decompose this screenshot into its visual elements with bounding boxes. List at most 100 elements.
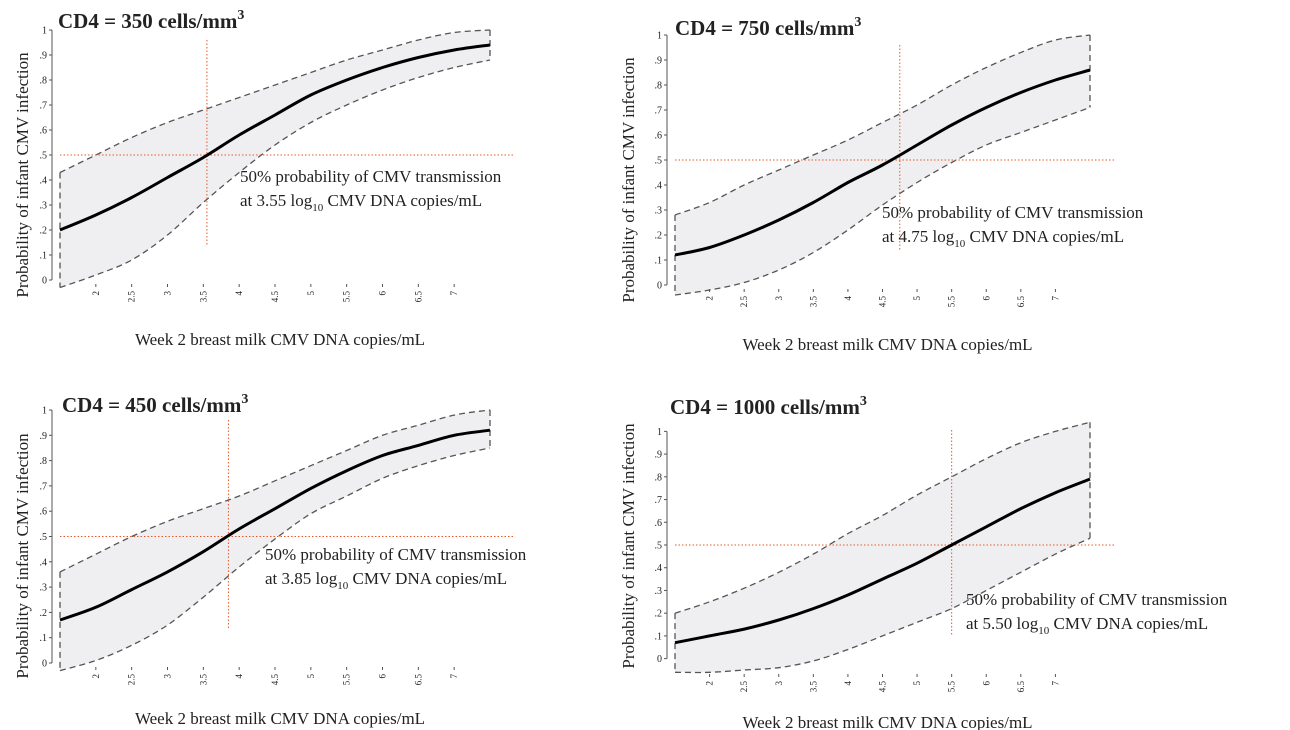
- y-tick-label: .7: [40, 481, 48, 492]
- y-tick-label: .6: [40, 507, 48, 518]
- confidence-band: [675, 422, 1090, 673]
- y-tick-label: .8: [40, 456, 48, 467]
- y-tick-label: .5: [655, 156, 663, 167]
- x-tick-label: 7: [1050, 296, 1060, 301]
- y-tick-label: .6: [655, 518, 663, 529]
- y-tick-label: .9: [655, 450, 663, 461]
- annotation-line-2: at 3.55 log10 CMV DNA copies/mL: [240, 191, 482, 214]
- chart-panel-2: 0 .1 .2 .3 .4 .5 .6 .7 .8 .9 1 2 2.5 3 3.5 4 4.5 5 5.5 6 6.5…: [619, 15, 1144, 354]
- x-tick-label: 5.5: [342, 291, 352, 303]
- x-tick-label: 3.5: [198, 674, 208, 686]
- panel-title: CD4 = 450 cells/mm3: [62, 392, 248, 417]
- x-tick-label: 4: [843, 296, 853, 301]
- x-tick-label: 3.5: [808, 681, 818, 693]
- y-tick-label: .6: [655, 131, 663, 142]
- y-tick-label: .3: [40, 201, 48, 212]
- x-tick-label: 4: [234, 674, 244, 679]
- y-axis-label: Probability of infant CMV infection: [13, 433, 32, 679]
- upper-ci-line: [59, 409, 491, 573]
- x-axis-label: Week 2 breast milk CMV DNA copies/mL: [742, 713, 1032, 730]
- x-tick-label: 2.5: [127, 674, 137, 686]
- y-tick-label: 1: [42, 26, 47, 37]
- y-tick-label: .9: [40, 431, 48, 442]
- annotation-line-2: at 5.50 log10 CMV DNA copies/mL: [966, 614, 1208, 637]
- y-tick-label: .7: [40, 101, 48, 112]
- x-tick-label: 3.5: [198, 291, 208, 303]
- y-tick-label: .8: [655, 81, 663, 92]
- y-axis-label: Probability of infant CMV infection: [13, 52, 32, 298]
- y-tick-label: .1: [655, 631, 663, 642]
- x-tick-label: 6.5: [1016, 681, 1026, 693]
- x-tick-label: 5: [912, 296, 922, 301]
- y-tick-label: .2: [40, 608, 48, 619]
- annotation-line-1: 50% probability of CMV transmission: [265, 545, 527, 564]
- x-tick-label: 6.5: [413, 291, 423, 303]
- x-tick-label: 5: [306, 674, 316, 679]
- x-axis-label: Week 2 breast milk CMV DNA copies/mL: [135, 709, 425, 728]
- chart-panel-3: 0 .1 .2 .3 .4 .5 .6 .7 .8 .9 1 2 2.5 3 3.5 4 4.5 5 5.5 6 6.5…: [13, 392, 527, 728]
- probability-curve: [59, 43, 491, 232]
- y-tick-label: .4: [655, 181, 663, 192]
- confidence-band: [60, 410, 490, 671]
- y-tick-label: 0: [42, 276, 47, 287]
- y-tick-label: .4: [40, 557, 48, 568]
- probability-curve: [674, 477, 1091, 645]
- probability-curve: [59, 428, 491, 622]
- x-tick-label: 6: [378, 291, 388, 296]
- y-tick-label: .1: [655, 256, 663, 267]
- x-tick-label: 7: [449, 674, 459, 679]
- chart-panel-1: 0 .1 .2 .3 .4 .5 .6 .7 .8 .9 1 2 2.5 3 3.5 4 4.5 5 5.5 6 6.5…: [13, 8, 515, 349]
- x-tick-label: 5: [306, 291, 316, 296]
- y-tick-label: 0: [657, 281, 662, 292]
- x-tick-label: 6.5: [413, 674, 423, 686]
- y-tick-label: 1: [657, 427, 662, 438]
- x-tick-label: 3: [774, 296, 784, 301]
- x-tick-label: 6.5: [1016, 296, 1026, 308]
- y-tick-label: .9: [40, 51, 48, 62]
- x-tick-label: 2: [91, 674, 101, 679]
- panel-title: CD4 = 1000 cells/mm3: [670, 394, 867, 419]
- y-tick-label: 0: [42, 659, 47, 670]
- y-tick-label: 1: [42, 406, 47, 417]
- x-axis-label: Week 2 breast milk CMV DNA copies/mL: [135, 330, 425, 349]
- upper-ci-line: [59, 29, 491, 174]
- y-tick-label: .3: [655, 586, 663, 597]
- y-tick-label: .3: [40, 583, 48, 594]
- x-tick-label: 6: [981, 681, 991, 686]
- upper-ci-line: [674, 421, 1091, 614]
- x-tick-label: 5.5: [947, 681, 957, 693]
- x-tick-label: 7: [1050, 681, 1060, 686]
- y-tick-label: .9: [655, 56, 663, 67]
- chart-panel-4: 0 .1 .2 .3 .4 .5 .6 .7 .8 .9 1 2 2.5 3 3.5 4 4.5 5 5.5 6 6.5…: [619, 394, 1228, 730]
- x-tick-label: 4.5: [878, 296, 888, 308]
- x-tick-label: 4.5: [878, 681, 888, 693]
- x-axis-label: Week 2 breast milk CMV DNA copies/mL: [742, 335, 1032, 354]
- x-tick-label: 2: [91, 291, 101, 296]
- x-tick-label: 6: [378, 674, 388, 679]
- y-tick-label: .2: [655, 231, 663, 242]
- x-tick-label: 4.5: [270, 674, 280, 686]
- lower-ci-line: [674, 537, 1091, 674]
- upper-ci-line: [674, 34, 1091, 216]
- x-tick-label: 2.5: [127, 291, 137, 303]
- x-tick-label: 5.5: [342, 674, 352, 686]
- y-tick-label: 1: [657, 31, 662, 42]
- y-tick-label: .5: [40, 532, 48, 543]
- annotation-line-1: 50% probability of CMV transmission: [882, 203, 1144, 222]
- x-tick-label: 4.5: [270, 291, 280, 303]
- panel-title: CD4 = 750 cells/mm3: [675, 15, 861, 40]
- y-axis-label: Probability of infant CMV infection: [619, 423, 638, 669]
- annotation-line-2: at 3.85 log10 CMV DNA copies/mL: [265, 569, 507, 592]
- panel-title: CD4 = 350 cells/mm3: [58, 8, 244, 33]
- y-tick-label: .4: [40, 176, 48, 187]
- y-tick-label: .5: [40, 151, 48, 162]
- y-tick-label: .2: [40, 226, 48, 237]
- y-tick-label: .6: [40, 126, 48, 137]
- x-tick-label: 6: [981, 296, 991, 301]
- x-tick-label: 3: [163, 674, 173, 679]
- y-tick-label: .8: [40, 76, 48, 87]
- annotation-line-2: at 4.75 log10 CMV DNA copies/mL: [882, 227, 1124, 250]
- y-tick-label: .7: [655, 106, 663, 117]
- x-tick-label: 2: [705, 296, 715, 301]
